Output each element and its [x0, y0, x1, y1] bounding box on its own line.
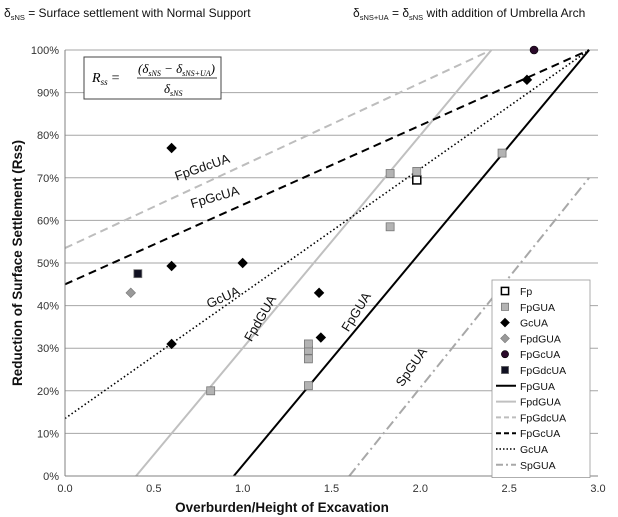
legend-label: FpGUA: [520, 381, 555, 393]
point-fpgua: [497, 148, 507, 158]
fit-line-fpgua: [233, 49, 590, 477]
x-axis-title: Overburden/Height of Excavation: [175, 500, 389, 515]
y-tick-label: 10%: [37, 428, 59, 440]
point-gcua: [166, 338, 177, 350]
y-tick-label: 100%: [31, 45, 59, 57]
legend-marker-fpgdcua: [500, 365, 509, 374]
legend-label: FpGcUA: [520, 428, 560, 440]
point-fpdgua: [125, 287, 136, 299]
legend-label: FpGdcUA: [520, 365, 566, 377]
x-tick-label: 2.0: [413, 483, 428, 495]
point-gcua: [237, 257, 248, 269]
legend: Fp FpGUA GcUA FpdGUA FpGcUA FpGdcUA FpGUA FpdGU…: [491, 279, 591, 479]
legend-marker-fpdgua: [500, 333, 510, 344]
formula-denominator: δsNS: [164, 81, 183, 98]
formula-lhs: Rss =: [91, 71, 120, 87]
header-note-right: δsNS+UA = δsNS with addition of Umbrella…: [353, 6, 585, 22]
legend-label: Fp: [520, 286, 532, 298]
point-fpgua: [206, 386, 216, 396]
x-tick-label: 2.5: [502, 483, 517, 495]
y-axis-ticks: 0% 10% 20% 30% 40% 50% 60% 70% 80% 90% 100%: [31, 45, 59, 483]
y-tick-label: 50%: [37, 258, 59, 270]
fit-line-gcua: [64, 49, 590, 420]
legend-label: FpGdcUA: [520, 412, 566, 424]
legend-label: GcUA: [520, 444, 548, 456]
legend-frame: [491, 279, 591, 479]
point-fp: [412, 175, 422, 185]
point-fpgua: [385, 169, 395, 178]
x-tick-label: 1.5: [324, 483, 339, 495]
fit-lines: [64, 49, 590, 477]
point-fpgua: [304, 381, 313, 391]
x-tick-label: 0.0: [57, 483, 72, 495]
legend-marker-gcua: [500, 317, 510, 328]
x-tick-label: 0.5: [146, 483, 161, 495]
formula-numerator: (δsNS − δsNS+UA): [138, 61, 215, 78]
fit-line-fpdgua: [135, 49, 493, 477]
point-fpgdcua: [133, 269, 143, 279]
legend-label: FpdGUA: [520, 397, 561, 409]
point-gcua: [166, 260, 177, 272]
y-tick-label: 70%: [37, 173, 59, 185]
fit-line-fpgcua: [64, 49, 590, 286]
point-gcua: [313, 287, 325, 299]
formula-box: Rss = (δsNS − δsNS+UA) δsNS: [83, 56, 222, 100]
y-tick-label: 90%: [37, 88, 59, 100]
point-fpgcua: [529, 45, 539, 55]
legend-marker-fpgcua: [501, 350, 509, 359]
legend-marker-fpgua: [500, 302, 509, 311]
y-tick-label: 80%: [37, 130, 59, 142]
point-fpgua: [385, 222, 395, 232]
point-fpgua: [304, 354, 313, 364]
legend-label: FpGUA: [520, 302, 555, 314]
header-note-left: δsNS = Surface settlement with Normal Su…: [4, 6, 251, 22]
point-gcua: [521, 74, 533, 86]
legend-label: FpGcUA: [520, 349, 560, 361]
y-axis-title: Reduction of Surface Settlement (Rss): [10, 140, 25, 386]
x-tick-label: 3.0: [590, 483, 605, 495]
legend-label: SpGUA: [520, 460, 556, 472]
y-tick-label: 60%: [37, 215, 59, 227]
point-gcua: [315, 332, 327, 343]
legend-label: FpdGUA: [520, 333, 561, 345]
y-tick-label: 20%: [37, 386, 59, 398]
x-axis-ticks: 0.0 0.5 1.0 1.5 2.0 2.5 3.0: [57, 483, 605, 495]
point-gcua: [166, 142, 177, 154]
point-fpgua: [412, 167, 422, 176]
y-tick-label: 30%: [37, 343, 59, 355]
fit-line-spgua: [348, 177, 590, 477]
y-tick-label: 40%: [37, 301, 59, 313]
legend-label: GcUA: [520, 318, 548, 330]
point-fpgua: [304, 339, 313, 349]
fit-line-fpgdcua: [64, 49, 492, 249]
data-points: [125, 45, 539, 396]
y-tick-label: 0%: [43, 471, 59, 483]
legend-marker-fp: [500, 286, 510, 296]
x-tick-label: 1.0: [235, 483, 250, 495]
